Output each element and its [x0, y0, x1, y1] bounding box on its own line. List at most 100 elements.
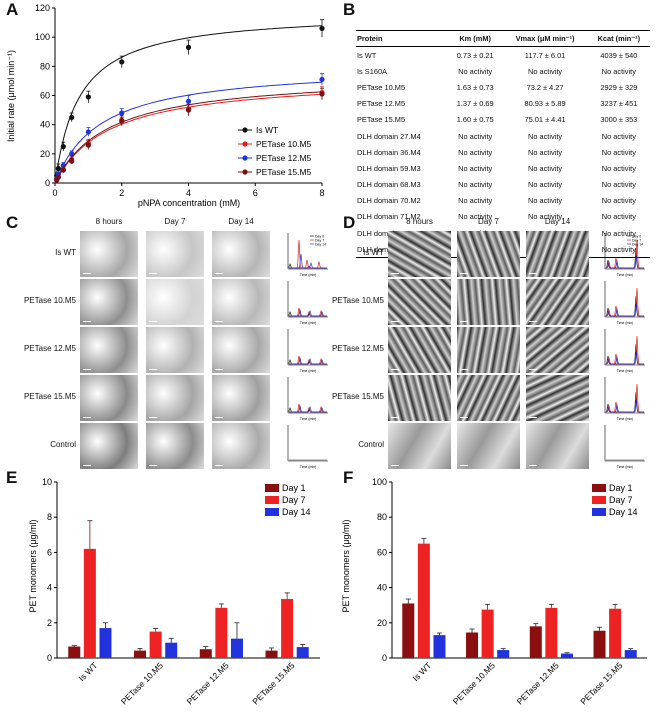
panel-e-bar	[134, 650, 147, 658]
table-header: Protein	[356, 30, 448, 47]
table-cell: 117.7 ± 6.01	[524, 50, 566, 60]
panel-a-point	[319, 91, 325, 97]
scale-bar	[460, 272, 468, 274]
table-row: PETase 10.M5 1.63 ± 0.73 73.2 ± 4.27 2929 ±…	[356, 79, 650, 95]
scale-bar	[83, 272, 91, 274]
panel-a-ytick-label: 120	[35, 3, 50, 13]
table-cell: 75.01 ± 4.41	[524, 115, 566, 125]
scale-bar	[460, 320, 468, 322]
table-cell: DLH domain 59.M3	[357, 163, 421, 173]
panel-d-col-header: Day 14	[544, 217, 571, 226]
scale-bar	[460, 464, 468, 466]
panel-c-row-label: Control	[50, 440, 76, 449]
table-cell: No activity	[458, 212, 493, 222]
panel-e-ytick-label: 0	[47, 653, 52, 663]
table-cell: No activity	[601, 180, 636, 190]
panel-f-legend-label: Day 14	[609, 507, 638, 517]
panel-a-point	[185, 98, 192, 104]
table-row: DLH domain 36.M4 No activity No activity No…	[356, 144, 650, 160]
table-row: PETase 15.M5 1.60 ± 0.75 75.01 ± 4.41 3000 …	[356, 112, 650, 128]
hplc-xlabel: Time (min)	[617, 465, 634, 469]
table-cell: 2929 ± 329	[600, 82, 638, 92]
panel-d-micrograph	[526, 231, 589, 277]
scale-bar	[83, 320, 91, 322]
panel-e-ylabel: PET monomers (μg/ml)	[28, 519, 38, 612]
panel-e-bar	[230, 638, 243, 658]
table-cell: PETase 12.M5	[357, 99, 406, 109]
table-row: PETase 12.M5 1.37 ± 0.69 80.93 ± 5.89 3237 …	[356, 96, 650, 112]
panel-a-point	[85, 94, 91, 100]
table-cell: No activity	[587, 241, 650, 259]
table-cell: No activity	[601, 147, 636, 157]
hplc-xlabel: Time (min)	[300, 273, 317, 277]
panel-f-bar	[609, 608, 622, 658]
table-header: Km (mM)	[447, 30, 503, 47]
table-cell: 80.93 ± 5.89	[524, 99, 566, 109]
panel-a-legend-label: PETase 12.M5	[256, 153, 312, 163]
hplc-trace	[606, 287, 644, 317]
panel-d-micrograph	[388, 231, 451, 277]
panel-letter-d: D	[343, 213, 356, 232]
panel-f-category-label: PETase 15.M5	[578, 660, 624, 706]
panel-d-col-header: Day 7	[478, 217, 499, 226]
table-cell: No activity	[601, 196, 636, 206]
panel-a-ylabel: Initial rate (μmol min⁻¹)	[6, 50, 16, 142]
scale-bar	[215, 272, 223, 274]
hplc-xlabel: Time (min)	[300, 369, 317, 373]
scale-bar	[391, 416, 399, 418]
panel-a-xtick-label: 6	[253, 188, 258, 198]
table-cell: DLH domain 70.M2	[357, 196, 421, 206]
panel-f-bar	[466, 632, 479, 658]
panel-d-micrograph	[457, 375, 520, 421]
scale-bar	[391, 368, 399, 370]
scale-bar	[149, 320, 157, 322]
hplc-xlabel: Time (min)	[300, 465, 317, 469]
table-row: DLH domain 27.M4 No activity No activity No…	[356, 128, 650, 144]
panel-a-kinetics-chart: Initial rate (μmol min⁻¹) pNPA concentra…	[6, 3, 325, 208]
table-cell: 3237 ± 451	[600, 99, 638, 109]
panel-f-legend-label: Day 1	[609, 483, 633, 493]
panel-e-ytick-label: 6	[47, 547, 52, 557]
panel-letter-e: E	[6, 468, 18, 487]
panel-e-category-label: PETase 12.M5	[185, 660, 231, 706]
panel-c-micrograph	[80, 327, 138, 373]
table-cell: No activity	[458, 180, 493, 190]
panel-f-category-label: Is WT	[411, 660, 434, 683]
panel-d-micrograph	[457, 327, 520, 373]
panel-e-ytick-label: 4	[47, 583, 52, 593]
panel-d-micrograph	[526, 423, 589, 469]
panel-a-ytick-label: 80	[40, 61, 50, 71]
panel-e-bar	[281, 599, 294, 658]
table-cell: No activity	[458, 147, 493, 157]
panel-f-legend-swatch	[592, 484, 606, 492]
table-header: Vmax (μM min⁻¹)	[502, 30, 588, 47]
panel-f-bar	[560, 653, 573, 658]
panel-letter-a: A	[6, 0, 19, 19]
panel-d-micrograph	[457, 279, 520, 325]
scale-bar	[460, 416, 468, 418]
panel-f-bar	[417, 543, 430, 658]
panel-a-fit-line-0	[54, 25, 323, 184]
panel-a-point	[319, 76, 325, 83]
hplc-legend-label: Day 0	[632, 235, 641, 239]
panel-f-legend-swatch	[592, 496, 606, 504]
panel-c-col-header: Day 14	[228, 217, 254, 226]
panel-a-ytick-label: 100	[35, 32, 50, 42]
hplc-trace	[289, 404, 327, 413]
panel-c-hplc-chart: Time (min)	[287, 281, 328, 325]
panel-f-bar	[481, 609, 494, 658]
panel-d-row-label: Is WT	[363, 248, 384, 257]
panel-e-bar	[265, 650, 278, 658]
hplc-legend-label: Day 7	[315, 239, 324, 243]
panel-a-point	[85, 129, 91, 135]
panel-e-bar	[215, 607, 228, 658]
panel-e-legend-swatch	[265, 508, 279, 516]
scale-bar	[529, 320, 537, 322]
hplc-xlabel: Time (min)	[300, 321, 317, 325]
table-cell: Is WT	[357, 50, 377, 60]
scale-bar	[529, 368, 537, 370]
panel-d-micrograph	[388, 279, 451, 325]
panel-c-hplc-chart: Time (min)	[287, 329, 328, 373]
panel-d-row-label: PETase 10.M5	[331, 296, 384, 305]
panel-f-bar-chart: PET monomers (μg/ml) 0 20 40 60 80 100 Is WT PE…	[341, 477, 647, 707]
